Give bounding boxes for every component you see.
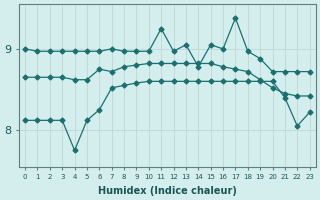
X-axis label: Humidex (Indice chaleur): Humidex (Indice chaleur) bbox=[98, 186, 237, 196]
